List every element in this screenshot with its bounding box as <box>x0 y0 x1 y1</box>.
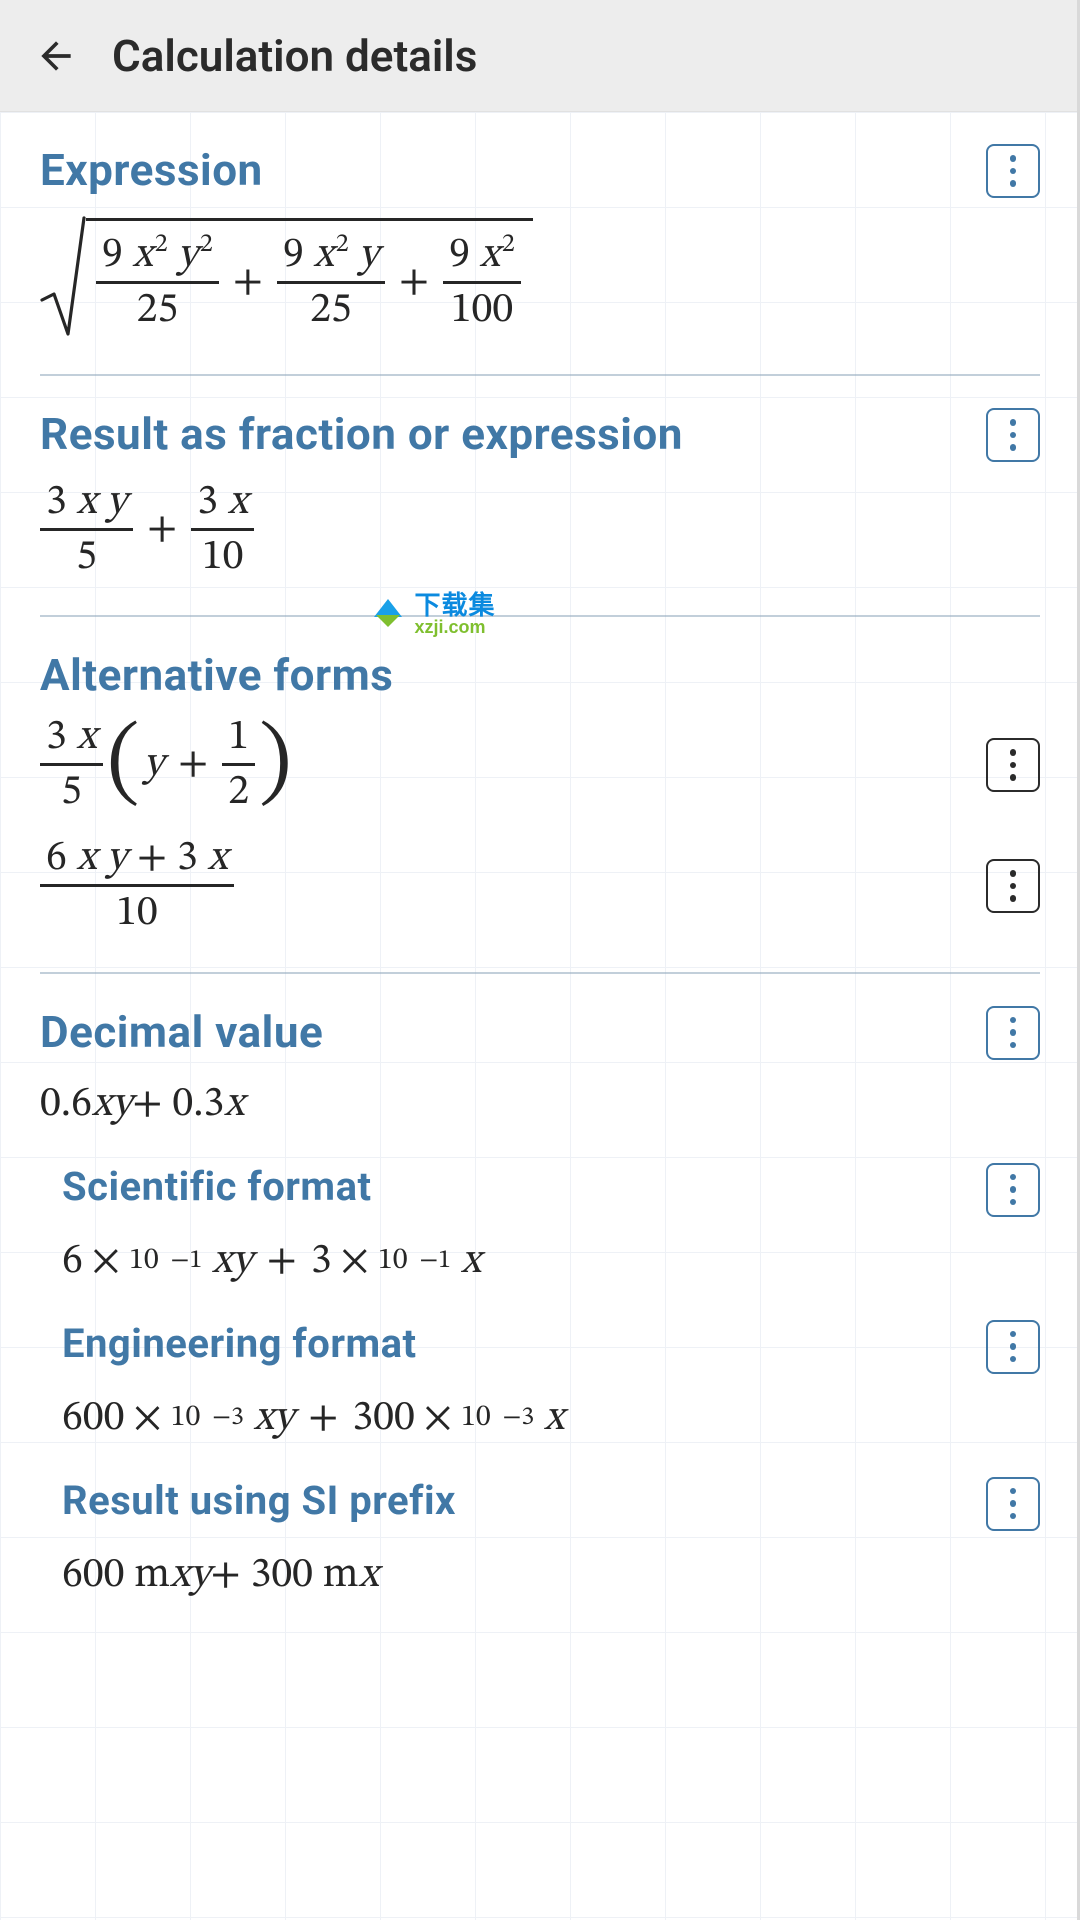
heading-expression: Expression <box>40 144 263 196</box>
radical-icon <box>40 216 86 338</box>
heading-fraction-result: Result as fraction or expression <box>40 408 683 460</box>
section-expression: Expression 9 x2 y225 + 9 x2 y25 + 9 x210… <box>40 112 1040 376</box>
heading-alternative: Alternative forms <box>40 649 393 701</box>
menu-alt-1[interactable] <box>986 738 1040 792</box>
appbar: Calculation details <box>0 0 1080 112</box>
divider <box>40 615 1040 617</box>
menu-scientific[interactable] <box>986 1163 1040 1217</box>
section-decimal: Decimal value 0.6 x y + 0.3 x <box>40 974 1040 1131</box>
section-engineering: Engineering format 600×10 −3 x y + 300×1… <box>40 1288 1040 1445</box>
menu-fraction-result[interactable] <box>986 408 1040 462</box>
content-scroll[interactable]: Expression 9 x2 y225 + 9 x2 y25 + 9 x210… <box>0 112 1080 1642</box>
back-button[interactable] <box>28 28 84 84</box>
math-alt-2: 6 x y + 3 x10 <box>40 836 234 935</box>
menu-decimal[interactable] <box>986 1006 1040 1060</box>
divider <box>40 972 1040 974</box>
divider <box>40 374 1040 376</box>
menu-expression[interactable] <box>986 144 1040 198</box>
menu-si[interactable] <box>986 1477 1040 1531</box>
math-decimal: 0.6 x y + 0.3 x <box>40 1078 1040 1131</box>
section-scientific: Scientific format 6×10 −1 x y + 3×10 −1 … <box>40 1131 1040 1288</box>
section-fraction-result: Result as fraction or expression 3 x y5 … <box>40 376 1040 617</box>
section-alternative: Alternative forms 3 x5 ( y + 12 ) 6 x y … <box>40 617 1040 973</box>
heading-engineering: Engineering format <box>62 1320 417 1367</box>
math-engineering: 600×10 −3 x y + 300×10 −3 x <box>62 1392 1040 1445</box>
math-scientific: 6×10 −1 x y + 3×10 −1 x <box>62 1235 1040 1288</box>
appbar-title: Calculation details <box>112 30 477 82</box>
math-si: 600 m x y + 300 m x <box>62 1549 1040 1602</box>
heading-decimal: Decimal value <box>40 1006 323 1058</box>
math-expression: 9 x2 y225 + 9 x2 y25 + 9 x2100 <box>40 216 1040 338</box>
math-fraction-result: 3 x y5 + 3 x10 <box>40 480 1040 579</box>
math-alt-1: 3 x5 ( y + 12 ) <box>40 715 296 814</box>
section-si: Result using SI prefix 600 m x y + 300 m… <box>40 1445 1040 1602</box>
menu-alt-2[interactable] <box>986 859 1040 913</box>
heading-si: Result using SI prefix <box>62 1477 456 1524</box>
arrow-left-icon <box>34 34 78 78</box>
menu-engineering[interactable] <box>986 1320 1040 1374</box>
heading-scientific: Scientific format <box>62 1163 372 1210</box>
